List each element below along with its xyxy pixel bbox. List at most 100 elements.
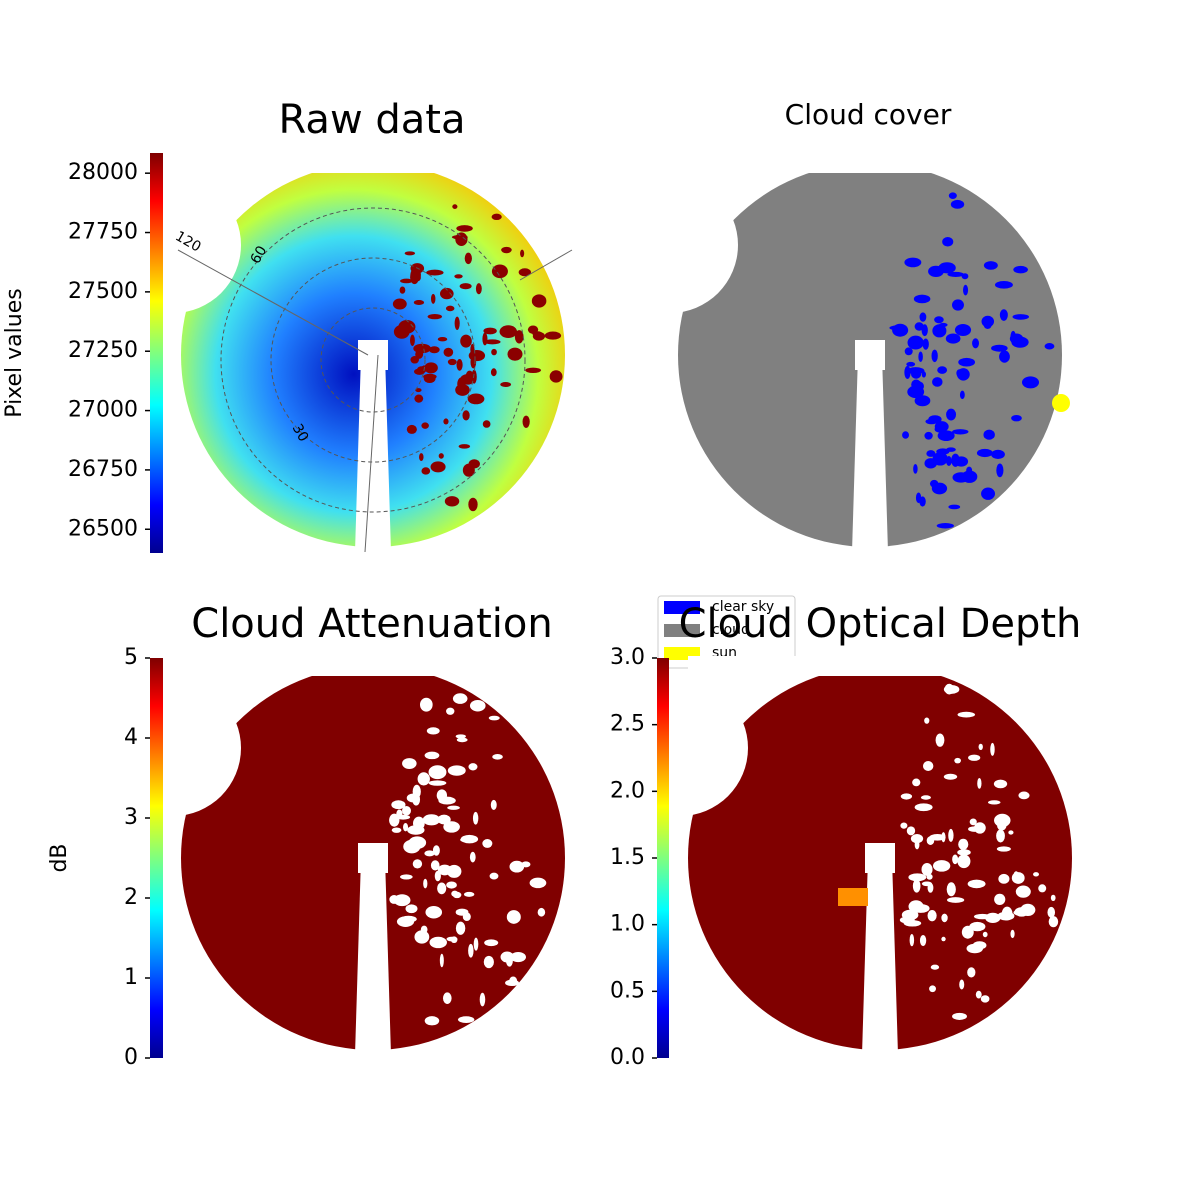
polar-axis [364,354,379,553]
cloud-gap [969,818,977,826]
cloud-gap [913,294,931,304]
cloud-gap [452,204,458,209]
cloud-gap [994,893,1006,905]
legend-patch [664,624,700,637]
cloud-gap [460,834,479,844]
panel-title: Cloud Attenuation [191,601,552,647]
cloud-gap [922,338,929,350]
cloud-gap [483,955,494,969]
cloud-gap [443,821,460,833]
cloud-gap [414,930,430,944]
cloud-gap [948,192,957,199]
colorbar-tick-label: 28000 [68,160,138,185]
cloud-gap [990,742,995,756]
cloud-gap [910,833,924,844]
cloud-gap [509,860,525,873]
cloud-gap [531,294,547,308]
cloud-gap [912,778,921,787]
cloud-gap [929,833,946,841]
cloud-gap [900,793,913,800]
cloud-gap [929,479,939,488]
cloud-gap [440,287,454,300]
cloud-gap [402,806,411,816]
cloud-gap [935,733,945,747]
colorbar [150,153,163,553]
cloud-gap [954,757,961,764]
cloud-gap [414,394,424,403]
colorbar-tick-label: 1.5 [610,845,645,870]
cloud-gap [482,839,493,848]
cloud-gap [1044,343,1055,350]
cloud-gap [945,333,961,344]
cloud-gap [1015,885,1031,898]
colorbar-tick-label: 26750 [68,457,138,482]
cloud-gap [921,881,933,887]
cloud-gap [913,463,918,474]
cloud-gap [952,429,969,435]
polar-grid [177,207,573,553]
cloud-gap [522,415,530,428]
cloud-gap [1012,314,1029,320]
cloud-gap [911,903,930,913]
cloud-gap [975,990,982,999]
cloud-gap [976,448,993,458]
cloud-gap [437,882,447,895]
cloud-gap [430,461,446,473]
top-mask [181,656,565,676]
cloud-gap [987,800,1001,805]
legend-patch [664,601,700,614]
colorbar-tick-label: 27750 [68,220,138,245]
cloud-gap [488,715,500,721]
cloud-gap [980,995,990,1003]
colorbar-tick-label: 27250 [68,338,138,363]
cloud-gap [941,936,946,942]
colorbar-label: dB [47,843,72,872]
cloud-gap [525,367,542,374]
cloud-gap [968,754,981,761]
cloud-gap [1047,906,1056,918]
cloud-gap [934,421,949,432]
cloud-gap [518,268,532,277]
cloud-gap [1013,909,1028,916]
colorbar-tick-label: 3.0 [610,645,645,670]
cloud-gap [927,910,937,922]
cloud-gap [479,992,486,1007]
cloud-gap [417,772,430,786]
cloud-gap [1050,894,1056,901]
colorbar-tick-label: 5 [124,645,138,670]
cloud-gap [468,943,474,958]
cloud-gap [938,262,956,274]
cloud-gap [468,349,486,362]
cloud-gap [445,305,455,312]
cloud-gap [437,814,451,825]
cloud-gap [428,765,447,780]
cloud-gap [996,463,1004,478]
cloud-gap [996,829,1005,843]
cloud-gap [907,385,925,399]
cloud-gap [428,346,440,354]
cloud-gap [994,281,1013,289]
cloud-gap [469,699,486,712]
cloud-gap [956,369,962,378]
cloud-gap [921,863,933,876]
cloud-gap [963,284,969,296]
cloud-gap [424,1016,440,1026]
cloud-gap [1038,884,1047,893]
cloud-gap [926,873,933,880]
cloud-gap [514,330,524,344]
cloud-gap [966,943,984,954]
cloud-gap [413,300,425,305]
cloud-gap [951,299,964,311]
mast-mask [862,858,898,1055]
cloud-gap [998,873,1010,884]
cloud-gap [412,784,421,799]
cloud-gap [455,734,466,739]
cloud-gap [941,913,948,923]
cloud-gap [499,325,518,338]
cloud-gap [934,316,944,324]
cloud-gap [491,348,497,356]
cloud-gap [912,879,921,893]
cloud-gap [972,338,980,349]
sun-marker [1052,394,1070,412]
cloud-gap [446,881,457,889]
